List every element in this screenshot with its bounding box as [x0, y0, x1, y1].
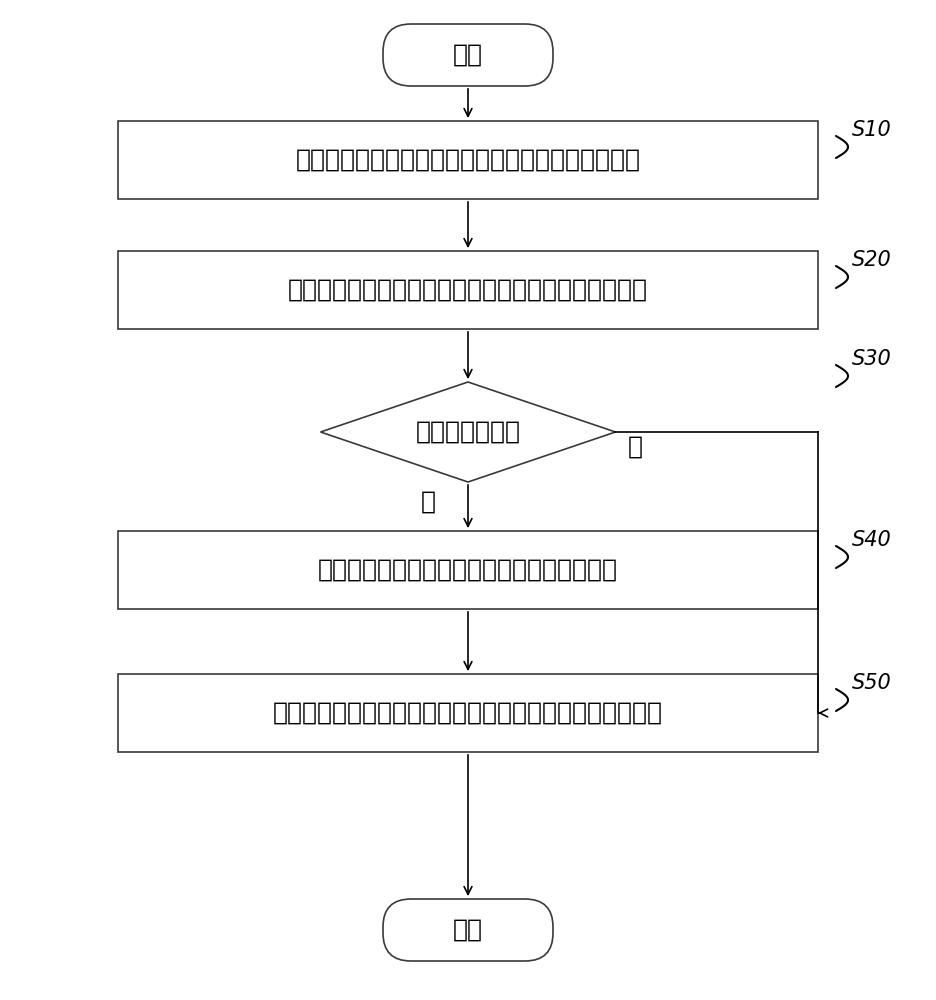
Text: 获取风力发电机组在多个采样时刻的桨距角的采样值: 获取风力发电机组在多个采样时刻的桨距角的采样值 — [295, 148, 640, 172]
Text: 判断桨距角的采样值的变化是否满足异常特征: 判断桨距角的采样值的变化是否满足异常特征 — [317, 558, 618, 582]
Text: S10: S10 — [851, 120, 891, 140]
Polygon shape — [320, 382, 615, 482]
Bar — [118, 531, 817, 609]
Text: 结束: 结束 — [452, 918, 482, 942]
Text: 是否存在偏离？: 是否存在偏离？ — [415, 420, 519, 444]
Text: 根据异常特征的判断结果输出针对变桨控制回路的检测结果: 根据异常特征的判断结果输出针对变桨控制回路的检测结果 — [272, 701, 663, 725]
Text: 否: 否 — [627, 435, 642, 459]
Text: S50: S50 — [851, 673, 891, 693]
Text: 是: 是 — [420, 490, 435, 514]
Text: 根据预测函数，确定在多个采样时刻的桨距角的预测值: 根据预测函数，确定在多个采样时刻的桨距角的预测值 — [287, 278, 648, 302]
Bar — [118, 251, 817, 329]
Text: S40: S40 — [851, 530, 891, 550]
Text: 开始: 开始 — [452, 43, 482, 67]
Bar — [118, 121, 817, 199]
Bar — [118, 674, 817, 752]
FancyBboxPatch shape — [383, 24, 552, 86]
FancyBboxPatch shape — [383, 899, 552, 961]
Text: S20: S20 — [851, 250, 891, 270]
Text: S30: S30 — [851, 349, 891, 369]
